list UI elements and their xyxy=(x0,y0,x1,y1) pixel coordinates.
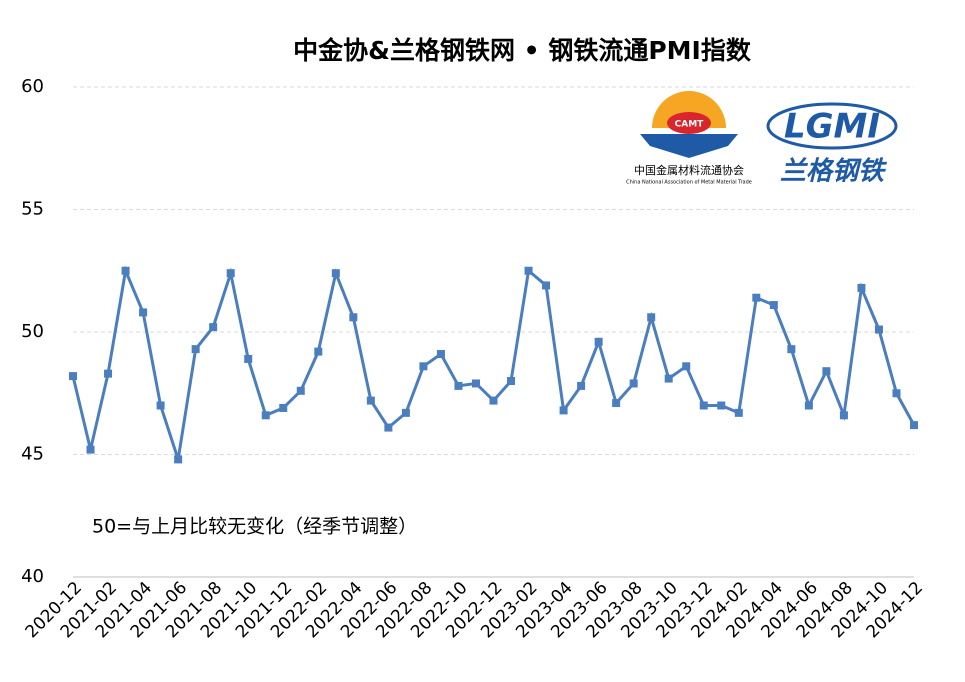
point-marker xyxy=(524,266,533,275)
annotation: 50=与上月比较无变化（经季节调整） xyxy=(92,516,417,538)
point-marker xyxy=(191,345,200,354)
chart-title: 中金协&兰格钢铁网 • 钢铁流通PMI指数 xyxy=(293,36,752,65)
logo-text: CAMT xyxy=(675,120,705,130)
logo-badge xyxy=(667,112,711,134)
point-marker xyxy=(892,389,901,398)
y-tick-label: 50 xyxy=(21,321,44,342)
point-marker xyxy=(419,362,428,371)
point-marker xyxy=(261,411,270,420)
point-marker xyxy=(121,266,130,275)
point-marker xyxy=(507,377,516,385)
point-marker xyxy=(279,403,288,412)
logo-text: 兰格钢铁 xyxy=(780,157,888,187)
point-marker xyxy=(769,301,778,310)
lgmi-logo: LGMI 兰格钢铁 xyxy=(766,102,898,187)
point-marker xyxy=(612,399,621,408)
point-marker xyxy=(804,401,813,410)
point-marker xyxy=(717,401,726,410)
point-marker xyxy=(401,408,410,417)
point-marker xyxy=(139,308,148,317)
point-marker xyxy=(787,345,796,354)
point-marker xyxy=(384,423,393,432)
point-marker xyxy=(244,354,253,363)
point-marker xyxy=(226,269,235,278)
point-marker xyxy=(86,445,95,454)
point-marker xyxy=(910,421,918,430)
camt-logo: CAMT 中国金属材料流通协会 China National Associati… xyxy=(626,91,752,186)
point-marker xyxy=(104,369,113,378)
point-marker xyxy=(839,411,848,420)
point-marker xyxy=(594,337,603,346)
y-tick-label: 45 xyxy=(21,444,44,465)
logo-ring xyxy=(766,102,898,150)
point-marker xyxy=(629,379,638,388)
point-marker xyxy=(436,350,445,359)
point-marker xyxy=(647,313,656,322)
point-marker xyxy=(699,401,708,410)
logo-text: China National Association of Metal Mate… xyxy=(626,180,752,186)
point-marker xyxy=(174,455,183,464)
point-marker xyxy=(296,386,305,395)
point-marker xyxy=(874,325,883,334)
point-marker xyxy=(542,281,551,290)
point-marker xyxy=(331,269,340,278)
point-marker xyxy=(752,293,761,302)
logo-wave xyxy=(640,134,738,158)
point-marker xyxy=(366,396,375,405)
point-marker xyxy=(314,347,323,356)
point-marker xyxy=(734,408,743,417)
point-marker xyxy=(682,362,691,371)
point-marker xyxy=(559,406,568,415)
point-marker xyxy=(857,283,866,292)
point-marker xyxy=(471,379,480,388)
point-marker xyxy=(156,401,165,410)
y-tick-label: 60 xyxy=(21,76,44,97)
logo-text: LGMI xyxy=(784,107,880,147)
y-tick-label: 40 xyxy=(21,566,44,587)
point-marker xyxy=(664,374,673,383)
point-marker xyxy=(489,396,498,405)
point-marker xyxy=(209,323,218,332)
logo-text: 中国金属材料流通协会 xyxy=(634,163,744,177)
point-marker xyxy=(454,381,463,390)
point-marker xyxy=(69,372,77,381)
point-marker xyxy=(349,313,358,322)
y-tick-label: 55 xyxy=(21,199,44,220)
point-marker xyxy=(822,367,831,376)
point-marker xyxy=(577,381,586,390)
